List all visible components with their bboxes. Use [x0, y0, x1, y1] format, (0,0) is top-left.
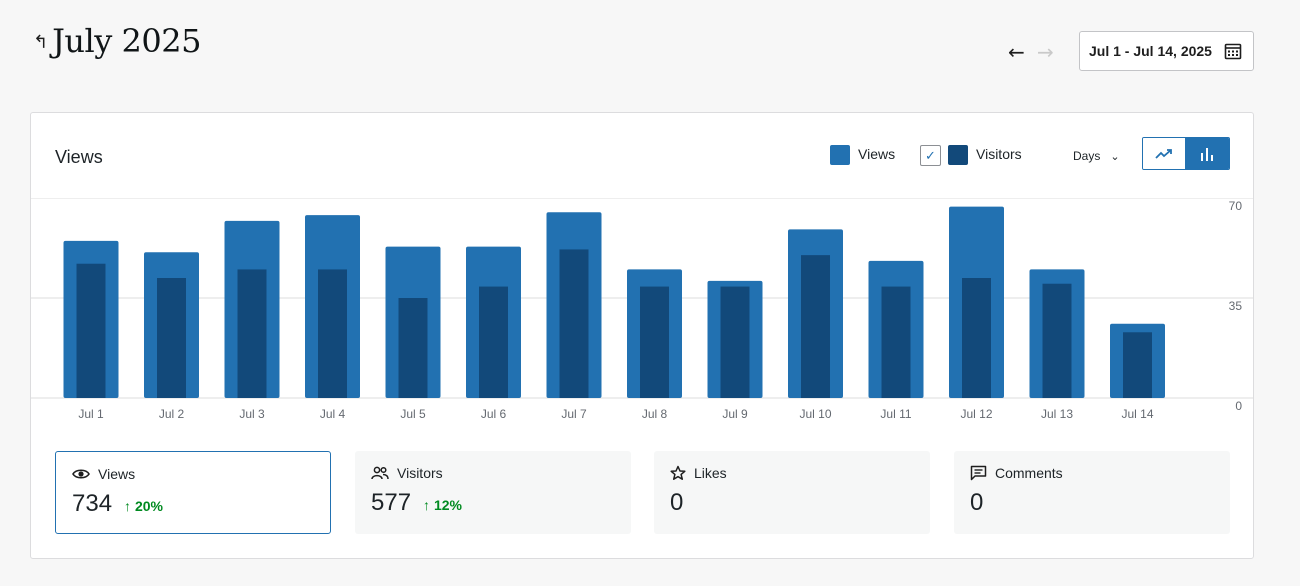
x-tick-label: Jul 11: [880, 407, 911, 421]
bar-visitors: [881, 286, 911, 398]
x-tick-label: Jul 3: [239, 407, 265, 421]
arrow-left-icon[interactable]: ←: [1008, 40, 1025, 64]
line-chart-button[interactable]: [1143, 138, 1186, 169]
stat-change-badge: ↑ 12%: [423, 497, 462, 513]
x-tick-label: Jul 14: [1121, 407, 1153, 421]
views-chart-svg: 70 35 0 Jul 1 Jul 2 Jul 3 Jul 4 Jul 5 Jul 6 Jul 7…: [31, 198, 1253, 421]
period-select[interactable]: Days ⌄: [1073, 149, 1120, 163]
y-tick-label: 35: [1229, 299, 1243, 313]
star-icon: [670, 465, 686, 480]
stat-change-value: 20%: [134, 498, 163, 514]
date-range-label: Jul 1 - Jul 14, 2025: [1089, 43, 1212, 59]
x-tick-label: Jul 4: [320, 407, 346, 421]
chevron-down-icon: ⌄: [1110, 151, 1120, 163]
x-tick-label: Jul 6: [481, 407, 507, 421]
x-tick-label: Jul 1: [78, 407, 104, 421]
legend-visitors-label: Visitors: [976, 146, 1022, 162]
x-tick-label: Jul 2: [159, 407, 185, 421]
stat-value: 0: [970, 489, 984, 516]
visitors-checkbox[interactable]: ✓: [920, 145, 941, 166]
comment-icon: [970, 465, 987, 481]
x-tick-label: Jul 8: [642, 407, 668, 421]
x-tick-label: Jul 9: [722, 407, 748, 421]
bar-visitors: [962, 278, 991, 398]
bar-visitors: [479, 286, 508, 398]
page-title: July 2025: [52, 22, 201, 60]
period-label: Days: [1073, 149, 1101, 163]
eye-icon: [72, 469, 90, 479]
legend-views-swatch: [830, 145, 850, 165]
views-chart: 70 35 0 Jul 1 Jul 2 Jul 3 Jul 4 Jul 5 Jul 6 Jul 7…: [31, 198, 1253, 428]
chart-type-toggle: [1142, 137, 1230, 170]
bar-visitors: [801, 255, 830, 398]
bar-visitors: [559, 249, 589, 398]
bar-visitors: [640, 286, 669, 398]
arrow-up-icon: ↑: [423, 497, 431, 513]
bar-visitors: [237, 269, 267, 398]
bar-visitors: [76, 263, 106, 398]
stat-label: Views: [98, 466, 136, 482]
stat-label: Likes: [694, 465, 727, 481]
stats-panel: Views Views ✓ Visitors Days ⌄ 70 35 0 Jul 1 J…: [30, 112, 1254, 559]
bar-visitors: [1123, 332, 1152, 398]
legend-visitors-swatch: [948, 145, 968, 165]
bar-visitors: [318, 269, 347, 398]
bar-chart-button[interactable]: [1185, 138, 1229, 169]
arrow-up-left-icon[interactable]: ↰: [33, 32, 49, 53]
bar-visitors: [1042, 283, 1072, 398]
stat-change-badge: ↑ 20%: [124, 498, 163, 514]
page-header: ↰ July 2025: [33, 22, 201, 60]
x-tick-label: Jul 5: [400, 407, 426, 421]
bar-visitors: [720, 286, 750, 398]
trending-up-icon: [1155, 148, 1172, 159]
stat-card-likes[interactable]: Likes 0: [654, 451, 930, 534]
date-range-button[interactable]: Jul 1 - Jul 14, 2025: [1079, 31, 1254, 71]
bar-visitors: [398, 298, 428, 398]
arrow-up-icon: ↑: [124, 498, 132, 514]
arrow-right-icon[interactable]: →: [1037, 40, 1054, 64]
x-tick-label: Jul 12: [960, 407, 992, 421]
legend-views-label: Views: [858, 146, 896, 162]
x-tick-label: Jul 7: [561, 407, 587, 421]
x-tick-label: Jul 10: [799, 407, 831, 421]
people-icon: [371, 466, 389, 480]
panel-title: Views: [55, 147, 103, 167]
stat-value: 0: [670, 489, 684, 516]
bar-visitors: [157, 278, 186, 398]
stat-value: 577: [371, 489, 412, 516]
stat-card-views[interactable]: Views 734 ↑ 20%: [55, 451, 331, 534]
stat-card-comments[interactable]: Comments 0: [954, 451, 1230, 534]
bar-chart-icon: [1201, 147, 1213, 161]
stat-label: Visitors: [397, 465, 443, 481]
stat-change-value: 12%: [433, 497, 462, 513]
y-tick-label: 70: [1229, 199, 1243, 213]
stat-label: Comments: [995, 465, 1063, 481]
stat-card-visitors[interactable]: Visitors 577 ↑ 12%: [355, 451, 631, 534]
calendar-icon: [1224, 43, 1242, 60]
x-tick-label: Jul 13: [1041, 407, 1073, 421]
y-tick-label: 0: [1235, 399, 1242, 413]
stat-value: 734: [72, 490, 113, 517]
